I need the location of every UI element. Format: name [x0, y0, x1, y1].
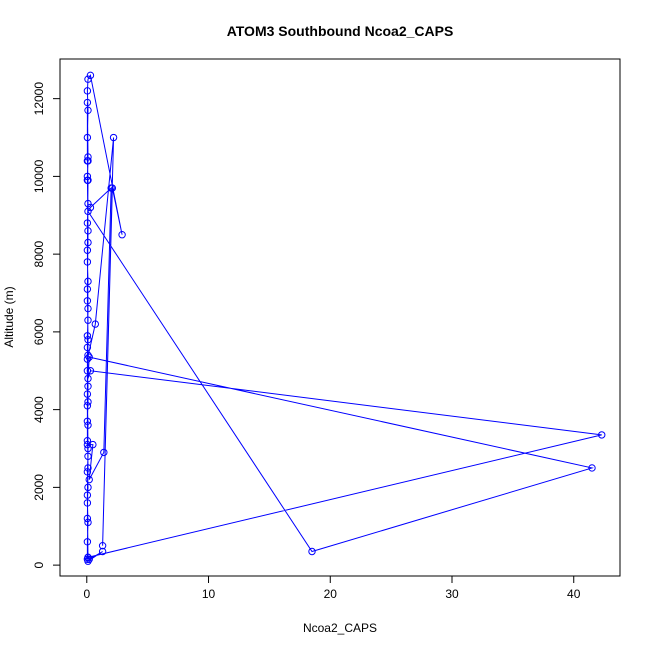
y-tick-label: 6000: [32, 318, 46, 345]
data-point: [83, 157, 92, 165]
data-point: [83, 332, 92, 340]
plot-frame: [59, 58, 621, 577]
data-point: [84, 238, 92, 247]
data-point: [83, 133, 92, 142]
y-tick-label: 10000: [32, 159, 46, 193]
data-point: [84, 106, 92, 115]
data-point: [84, 277, 92, 286]
data-point: [84, 207, 92, 216]
data-point: [83, 343, 92, 352]
x-axis: 0 10 20 30 40: [83, 575, 581, 601]
data-point: [83, 514, 92, 523]
data-point: [84, 421, 92, 429]
data-point: [84, 464, 92, 472]
data-point: [84, 304, 92, 313]
data-point: [84, 452, 92, 460]
data-point: [91, 320, 100, 328]
data-point: [84, 382, 92, 390]
x-tick-label: 30: [445, 587, 459, 601]
data-point: [84, 398, 92, 406]
data-point: [83, 285, 92, 293]
data-point: [83, 246, 92, 254]
x-tick-label: 40: [567, 587, 581, 601]
data-point: [83, 219, 92, 227]
data-point: [598, 431, 606, 439]
data-point: [84, 176, 92, 184]
data-point: [84, 351, 92, 359]
data-point: [89, 440, 97, 449]
data-point: [86, 203, 95, 212]
data-point: [86, 71, 95, 80]
y-tick-label: 2000: [32, 474, 46, 501]
data-point: [83, 491, 92, 499]
data-point: [84, 374, 92, 383]
data-point: [109, 133, 118, 142]
data-point: [84, 335, 92, 344]
data-point: [83, 98, 92, 107]
data-point: [84, 518, 92, 527]
y-tick-label: 8000: [32, 240, 46, 267]
data-point: [83, 367, 92, 375]
y-tick-label: 12000: [32, 82, 46, 116]
data-point: [85, 475, 93, 484]
x-axis-label: Ncoa2_CAPS: [303, 621, 377, 635]
series-line: [86, 73, 602, 563]
x-tick-label: 0: [83, 587, 90, 601]
data-point: [83, 390, 92, 398]
data-point: [83, 172, 92, 181]
data-point: [83, 440, 92, 449]
data-point: [85, 555, 93, 563]
data-point: [100, 448, 108, 457]
data-point: [83, 87, 92, 95]
data-point: [98, 541, 107, 550]
data-point: [83, 258, 92, 266]
data-point: [85, 353, 93, 361]
data-point: [84, 316, 92, 324]
y-tick-label: 4000: [32, 396, 46, 423]
y-axis-label: Altitude (m): [2, 286, 16, 347]
data-point: [84, 483, 92, 492]
data-point: [98, 547, 107, 556]
data-point: [107, 184, 115, 192]
data-point: [83, 468, 92, 476]
data-point: [588, 464, 596, 472]
plot-area: [83, 71, 606, 565]
data-point: [83, 402, 92, 410]
data-point: [84, 75, 92, 83]
data-point: [84, 199, 92, 208]
y-tick-label: 0: [32, 561, 46, 568]
data-point: [84, 227, 92, 235]
data-point: [84, 444, 92, 453]
data-point: [83, 499, 92, 507]
x-tick-label: 10: [202, 587, 216, 601]
data-point: [84, 553, 92, 562]
data-point: [86, 367, 95, 375]
x-tick-label: 20: [324, 587, 338, 601]
data-point: [83, 297, 92, 305]
y-axis: 0 2000 4000 6000 8000 10000 12000: [32, 82, 61, 568]
data-point: [118, 231, 126, 239]
data-point: [83, 437, 92, 445]
data-point: [83, 417, 92, 425]
data-point: [83, 355, 92, 363]
data-point: [83, 538, 92, 546]
data-point: [308, 547, 316, 556]
chart-title: ATOM3 Southbound Ncoa2_CAPS: [227, 23, 454, 39]
data-point: [84, 557, 92, 565]
data-point: [84, 153, 92, 161]
